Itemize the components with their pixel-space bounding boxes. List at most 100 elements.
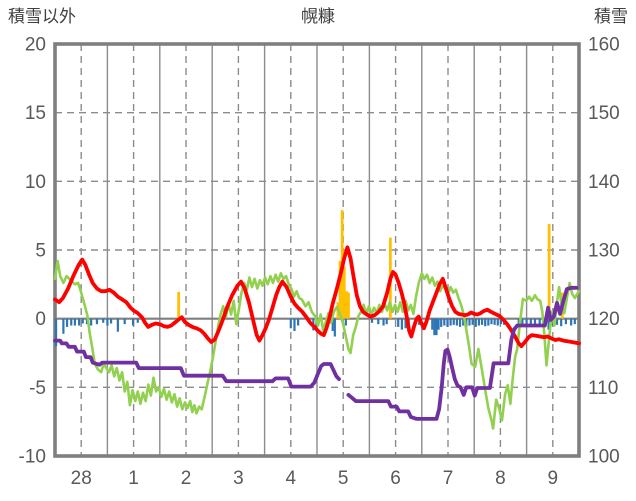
- right-axis-tick-label: 120: [588, 309, 620, 330]
- blue-bars-bar: [65, 318, 69, 327]
- x-axis-tick-label: 8: [495, 468, 506, 489]
- blue-bars-bar: [437, 318, 440, 330]
- blue-bars-bar: [547, 318, 550, 330]
- blue-bars-bar: [62, 318, 65, 334]
- blue-bars-bar: [289, 318, 292, 329]
- blue-bars-bar: [73, 318, 77, 326]
- blue-bars-bar: [370, 318, 374, 323]
- green-line: [53, 259, 581, 430]
- orange-bars-bar: [547, 223, 551, 319]
- left-axis-title: 積雪以外: [8, 7, 76, 26]
- series-group: [53, 210, 581, 430]
- blue-bars-bar: [333, 318, 336, 337]
- red-line: [53, 245, 581, 349]
- blue-bars-bar: [440, 318, 443, 327]
- blue-bars-bar: [560, 318, 563, 327]
- blue-bars-bar: [458, 318, 462, 327]
- blue-bars-bar: [293, 318, 296, 332]
- orange-bars-bar: [177, 291, 181, 319]
- right-axis-tick-label: 160: [588, 35, 620, 56]
- blue-bars-bar: [400, 318, 403, 330]
- blue-bars-bar: [433, 318, 436, 336]
- blue-bars-bar: [397, 318, 400, 327]
- orange-bars-bar: [347, 292, 350, 319]
- x-axis-tick-label: 6: [390, 468, 401, 489]
- blue-bars-bar: [102, 318, 105, 323]
- chart-title: 幌糠: [301, 6, 335, 26]
- blue-bars-bar: [90, 318, 93, 326]
- blue-bars-bar: [382, 318, 385, 326]
- blue-bars-bar: [116, 318, 119, 332]
- blue-bars-bar: [136, 318, 139, 323]
- left-axis-tick-label: 5: [35, 241, 46, 262]
- blue-bars-bar: [529, 318, 532, 325]
- orange-bars-bar: [338, 260, 342, 319]
- blue-bars-bar: [95, 318, 99, 325]
- x-axis-tick-label: 4: [286, 468, 297, 489]
- blue-bars-bar: [564, 318, 567, 325]
- blue-bars-bar: [490, 318, 493, 325]
- blue-bars-bar: [54, 318, 58, 347]
- blue-bars-bar: [474, 318, 477, 327]
- blue-bars-bar: [452, 318, 455, 325]
- x-axis-tick-label: 2: [181, 468, 192, 489]
- blue-bars-bar: [446, 318, 449, 327]
- axis-tick-labels: 20 15 10 5 0 -5 -10 160 150 140 130 120 110 100 28 1 2 3 4…: [19, 35, 620, 490]
- blue-bars-bar: [570, 318, 573, 326]
- plot-border: [53, 42, 581, 458]
- x-axis-tick-label: 7: [443, 468, 454, 489]
- blue-bars-bar: [573, 318, 576, 325]
- purple-step-line: [53, 338, 341, 389]
- blue-bars-bar: [480, 318, 484, 325]
- orange-bars-bar: [344, 291, 348, 319]
- blue-bars-bar: [525, 318, 528, 325]
- x-axis-tick-label: 9: [548, 468, 559, 489]
- blue-bars-bar: [81, 318, 84, 324]
- right-axis-tick-label: 100: [588, 447, 620, 468]
- blue-bars-bar: [297, 318, 300, 326]
- blue-bars-bar: [471, 318, 474, 325]
- blue-bars-bar: [78, 318, 81, 326]
- blue-bars-bar: [377, 318, 380, 325]
- x-axis-tick-label: 28: [71, 468, 92, 489]
- purple-step-line: [346, 285, 579, 421]
- x-axis-tick-label: 5: [338, 468, 349, 489]
- blue-bars-bar: [435, 318, 438, 336]
- blue-bars-bar: [521, 318, 524, 326]
- blue-bars-bar: [487, 318, 490, 326]
- left-axis-tick-label: -10: [19, 447, 46, 468]
- blue-bars-bar: [331, 318, 334, 332]
- right-axis-title: 積雪: [594, 7, 628, 26]
- blue-bars-bar: [443, 318, 446, 326]
- blue-bars-bar: [106, 318, 109, 326]
- right-axis-tick-label: 110: [588, 378, 618, 399]
- blue-bars-bar: [385, 318, 388, 325]
- blue-bars-bar: [555, 318, 559, 325]
- left-axis-tick-label: 15: [25, 103, 46, 124]
- left-axis-tick-label: 0: [35, 309, 46, 330]
- right-axis-tick-label: 140: [588, 172, 620, 193]
- blue-bars-bar: [109, 318, 113, 324]
- blue-bars-bar: [431, 318, 434, 330]
- blue-bars-bar: [70, 318, 73, 326]
- blue-bars-bar: [123, 318, 126, 325]
- x-axis-tick-label: 1: [128, 468, 139, 489]
- x-axis-tick-label: 3: [233, 468, 244, 489]
- blue-bars-bar: [468, 318, 471, 326]
- blue-bars-bar: [533, 318, 537, 326]
- right-axis-tick-label: 130: [588, 241, 620, 262]
- blue-bars-bar: [404, 318, 407, 329]
- blue-bars-bar: [496, 318, 499, 326]
- left-axis-tick-label: 20: [25, 35, 46, 56]
- blue-bars-bar: [449, 318, 452, 326]
- blue-bars-bar: [484, 318, 487, 327]
- left-axis-tick-label: 10: [25, 172, 46, 193]
- blue-bars-bar: [499, 318, 503, 325]
- blue-bars-bar: [517, 318, 520, 325]
- blue-bars-bar: [131, 318, 135, 326]
- blue-bars-bar: [538, 318, 541, 325]
- left-axis-tick-label: -5: [29, 378, 46, 399]
- blue-bars-bar: [477, 318, 481, 326]
